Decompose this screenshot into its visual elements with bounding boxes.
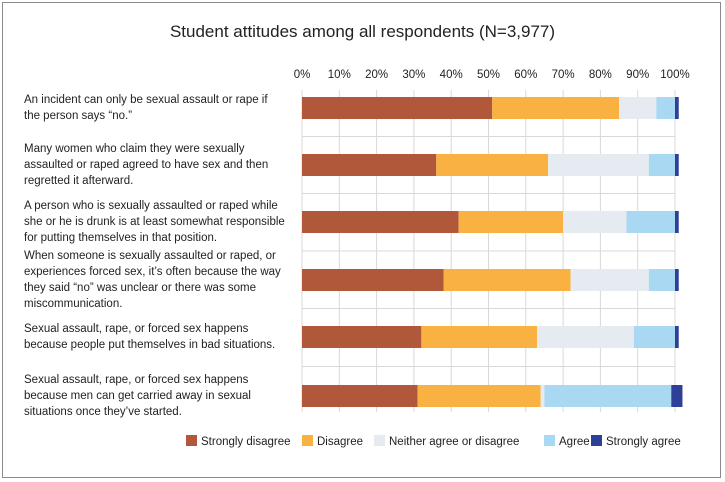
bar-segment	[619, 97, 657, 119]
row-label: When someone is sexually assaulted or ra…	[24, 250, 281, 310]
x-tick-label: 70%	[552, 69, 575, 81]
chart-title: Student attitudes among all respondents …	[169, 22, 556, 41]
bar-segment	[302, 97, 493, 119]
row-label: Sexual assault, rape, or forced sex happ…	[24, 323, 276, 351]
legend-swatch	[374, 435, 385, 446]
bar-segment	[302, 269, 444, 291]
bar-segment	[417, 385, 541, 407]
bar-segment	[544, 385, 672, 407]
bar-segment	[421, 326, 537, 348]
bar-segment	[675, 154, 679, 176]
row-label: An incident can only be sexual assault o…	[24, 94, 268, 122]
bar-segment	[302, 154, 437, 176]
legend-label: Strongly agree	[606, 436, 681, 448]
bar-segment	[656, 97, 675, 119]
bar-segment	[675, 269, 679, 291]
bar-segment	[675, 326, 679, 348]
bar-segment	[536, 326, 634, 348]
row-label: Many women who claim they were sexually …	[24, 143, 269, 187]
x-tick-label: 80%	[589, 69, 612, 81]
bar-segment	[563, 211, 627, 233]
bar-segment	[633, 326, 675, 348]
x-tick-label: 90%	[626, 69, 649, 81]
legend-label: Agree	[559, 436, 590, 448]
bar-segment	[675, 97, 679, 119]
bar-segment	[492, 97, 620, 119]
bar-segment	[436, 154, 549, 176]
legend-swatch	[591, 435, 602, 446]
legend-label: Neither agree or disagree	[389, 436, 519, 448]
x-tick-label: 20%	[365, 69, 388, 81]
bar-segment	[302, 211, 459, 233]
legend-label: Disagree	[317, 436, 363, 448]
bar-segment	[648, 154, 675, 176]
legend-swatch	[544, 435, 555, 446]
bar-segment	[570, 269, 649, 291]
bar-segment	[548, 154, 649, 176]
bar-segment	[671, 385, 683, 407]
x-tick-label: 60%	[514, 69, 537, 81]
x-tick-label: 50%	[477, 69, 500, 81]
bar-segment	[540, 385, 545, 407]
bar-segment	[302, 385, 418, 407]
row-label: A person who is sexually assaulted or ra…	[24, 200, 285, 244]
legend-swatch	[302, 435, 313, 446]
x-tick-label: 30%	[402, 69, 425, 81]
bar-segment	[302, 326, 422, 348]
x-tick-label: 0%	[294, 69, 311, 81]
bar-segment	[458, 211, 564, 233]
row-label: Sexual assault, rape, or forced sex happ…	[24, 374, 251, 418]
x-tick-label: 10%	[328, 69, 351, 81]
legend-swatch	[186, 435, 197, 446]
x-tick-label: 100%	[660, 69, 689, 81]
bar-segment	[443, 269, 571, 291]
bar-segment	[648, 269, 675, 291]
legend-label: Strongly disagree	[201, 436, 291, 448]
x-tick-label: 40%	[440, 69, 463, 81]
bar-segment	[675, 211, 679, 233]
bar-segment	[626, 211, 675, 233]
